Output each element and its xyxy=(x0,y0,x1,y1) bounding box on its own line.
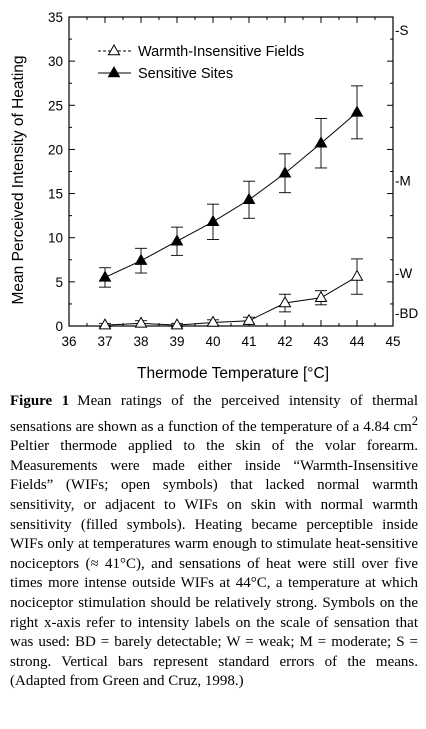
legend-marker xyxy=(107,43,121,56)
series-line xyxy=(104,276,358,326)
series-2 xyxy=(98,85,364,288)
x-tick-label: 40 xyxy=(205,334,220,349)
y-tick-label: 35 xyxy=(48,10,63,25)
data-point xyxy=(98,318,112,330)
right-axis-label: -BD xyxy=(395,306,419,321)
x-tick-label: 39 xyxy=(169,334,184,349)
chart-legend: Warmth-Insensitive Fields Sensitive Sites xyxy=(98,43,304,82)
right-axis-label: -W xyxy=(395,266,412,281)
data-point xyxy=(206,315,220,327)
series-layer xyxy=(98,85,364,330)
x-tick-label: 43 xyxy=(313,334,328,349)
data-point xyxy=(170,318,184,330)
legend-item: Warmth-Insensitive Fields xyxy=(98,43,304,60)
right-axis-labels: -S -M -W -BD xyxy=(395,23,419,321)
y-axis-label: Mean Perceived Intensity of Heating xyxy=(10,56,27,305)
figure-label: Figure 1 xyxy=(10,393,70,409)
data-point xyxy=(350,105,364,117)
data-point xyxy=(98,270,112,282)
data-point xyxy=(314,136,328,148)
data-point xyxy=(242,313,256,325)
y-axis-ticks: 0 5 10 15 20 25 30 35 xyxy=(48,10,393,334)
x-tick-label: 38 xyxy=(133,334,148,349)
x-tick-label: 44 xyxy=(349,334,365,349)
line-chart: 36 37 38 39 40 41 42 43 44 45 0 5 10 15 20 25 30 35 -S -M… xyxy=(10,10,419,382)
legend-marker xyxy=(107,65,121,78)
y-tick-label: 0 xyxy=(55,319,63,334)
right-axis-label: -M xyxy=(395,173,411,188)
plot-frame xyxy=(68,16,394,327)
data-point xyxy=(206,214,220,227)
x-tick-label: 36 xyxy=(61,334,76,349)
data-point xyxy=(134,253,148,265)
y-tick-label: 15 xyxy=(48,187,63,202)
data-point xyxy=(134,316,148,328)
figure-caption: Figure 1 Mean ratings of the perceived in… xyxy=(10,392,418,692)
legend-label: Sensitive Sites xyxy=(138,66,233,82)
right-axis-label: -S xyxy=(395,23,409,38)
data-point xyxy=(170,234,184,246)
caption-text-part-1: Mean ratings of the perceived intensity … xyxy=(10,393,418,435)
plot-axes xyxy=(68,16,394,327)
y-tick-label: 10 xyxy=(48,231,63,246)
legend-item: Sensitive Sites xyxy=(98,65,233,82)
y-tick-label: 5 xyxy=(55,275,63,290)
x-tick-label: 45 xyxy=(385,334,400,349)
y-tick-label: 25 xyxy=(48,98,63,113)
data-point xyxy=(350,269,364,281)
y-tick-label: 30 xyxy=(48,54,63,69)
series-1 xyxy=(98,258,364,330)
x-tick-label: 42 xyxy=(277,334,292,349)
y-tick-label: 20 xyxy=(48,142,63,157)
data-point xyxy=(242,192,256,204)
series-line xyxy=(104,111,358,278)
legend-label: Warmth-Insensitive Fields xyxy=(138,44,304,60)
data-point xyxy=(278,166,292,178)
caption-text-part-2: Peltier thermode applied to the skin of … xyxy=(10,438,418,690)
data-point xyxy=(278,296,292,308)
x-tick-label: 37 xyxy=(97,334,112,349)
data-point xyxy=(314,290,328,302)
x-axis-label: Thermode Temperature [°C] xyxy=(137,365,329,382)
caption-superscript: 2 xyxy=(411,413,418,428)
x-tick-label: 41 xyxy=(241,334,256,349)
